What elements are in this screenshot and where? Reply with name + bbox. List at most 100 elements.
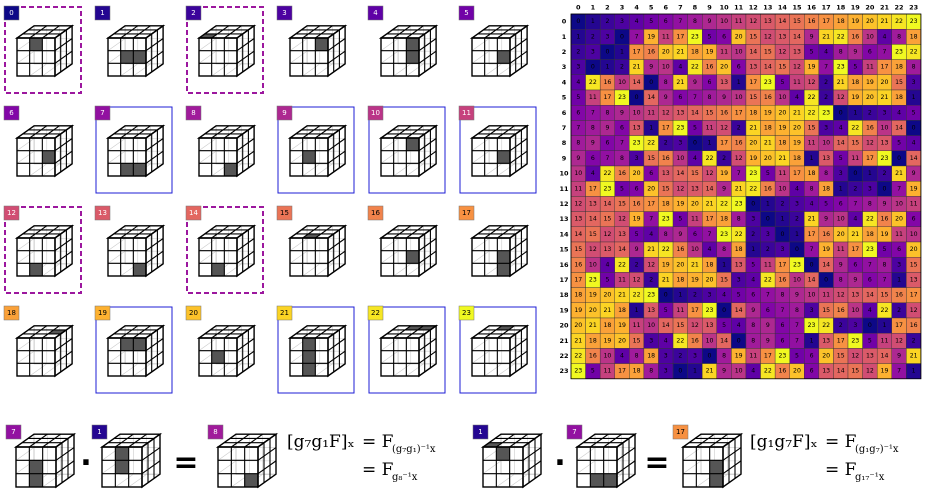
equation-cube-tile-3: 8 [207, 424, 279, 489]
table-cell: 16 [774, 272, 790, 288]
table-cell: 2 [789, 211, 805, 228]
table-cell: 5 [745, 257, 761, 273]
table-cell: 8 [804, 180, 820, 197]
table-cell: 8 [643, 363, 659, 380]
badge-22: 22 [367, 305, 384, 321]
blue-frame [368, 306, 446, 394]
cell-value: 15 [793, 18, 801, 25]
table-cell: 3 [876, 104, 892, 121]
cell-value: 20 [910, 246, 918, 253]
cell-value: 10 [633, 109, 641, 116]
cell-value: 16 [910, 322, 918, 329]
table-cell: 16 [862, 120, 878, 136]
cell-value: 3 [635, 155, 639, 162]
table-cell: 10 [906, 226, 922, 243]
badge-21: 21 [276, 305, 293, 321]
table-cell: 23 [672, 120, 688, 136]
cell-value: 13 [749, 64, 757, 71]
col-label: 12 [749, 4, 758, 12]
cell-value: 8 [737, 216, 741, 223]
table-cell: 2 [847, 180, 863, 197]
cell-value: 12 [618, 216, 626, 223]
table-cell: 9 [702, 13, 717, 30]
table-cell: 20 [702, 272, 717, 288]
cell-value: 6 [868, 277, 872, 284]
cell-value: 18 [691, 49, 699, 56]
cell-value: 9 [824, 216, 828, 223]
cell-value: 0 [824, 277, 828, 284]
cell-value: 19 [691, 277, 699, 284]
cube-1 [105, 24, 166, 78]
cube-tile-12: 12 [3, 205, 82, 294]
cell-value: 7 [795, 322, 799, 329]
equation-cube-1 [13, 432, 77, 489]
cell-value: 19 [618, 322, 626, 329]
table-cell: 5 [891, 135, 907, 152]
cell-value: 4 [620, 353, 624, 360]
cell-value: 3 [912, 79, 916, 86]
cell-value: 2 [824, 94, 828, 101]
cell-value: 18 [895, 64, 903, 71]
cube-tile-5: 5 [458, 5, 530, 78]
cell-value: 3 [664, 353, 668, 360]
cell-value: 0 [605, 49, 609, 56]
table-cell: 13 [672, 104, 688, 121]
cell-value: 11 [647, 109, 655, 116]
table-cell: 15 [847, 135, 863, 152]
cell-value: 8 [839, 277, 843, 284]
equation-left-rhs2: = F [362, 460, 394, 480]
badge-6-label: 6 [9, 109, 14, 117]
table-cell: 8 [629, 348, 645, 364]
cell-value: 15 [749, 33, 757, 40]
cube-13 [105, 224, 166, 278]
cell-value: 11 [778, 170, 786, 177]
cell-value: 21 [633, 64, 641, 71]
cell-value: 2 [722, 155, 726, 162]
cell-value: 22 [647, 140, 655, 147]
cell-value: 16 [691, 337, 699, 344]
purple-frame [4, 206, 82, 294]
table-cell: 13 [818, 363, 834, 380]
cell-value: 16 [662, 155, 670, 162]
table-cell: 5 [789, 348, 805, 364]
table-cell: 2 [833, 317, 849, 334]
cube-19 [105, 324, 166, 378]
cell-value: 2 [620, 64, 624, 71]
table-cell: 15 [906, 257, 922, 273]
table-cell: 7 [599, 150, 615, 167]
table-cell: 15 [643, 150, 659, 167]
table-cell: 0 [658, 287, 674, 304]
equation-badge-1: 7 [5, 424, 22, 440]
col-label: 19 [851, 4, 861, 12]
table-cell: 15 [658, 180, 674, 197]
table-cell: 11 [672, 302, 688, 319]
table-cell: 10 [804, 287, 820, 304]
cell-value: 7 [795, 337, 799, 344]
table-cell: 22 [672, 333, 688, 349]
table-cell: 17 [687, 302, 703, 319]
cell-value: 10 [881, 125, 889, 132]
table-cell: 0 [774, 226, 790, 243]
cell-value: 6 [708, 79, 712, 86]
table-cell: 13 [862, 348, 878, 364]
table-cell: 1 [672, 287, 688, 304]
cell-value: 1 [883, 322, 887, 329]
table-cell: 4 [847, 211, 863, 228]
table-cell: 6 [891, 241, 907, 258]
cell-value: 14 [633, 79, 641, 86]
cell-value: 14 [662, 322, 670, 329]
badge-5-label: 5 [464, 9, 468, 17]
table-cell: 8 [658, 226, 674, 243]
table-cell: 20 [876, 74, 892, 91]
table-cell: 22 [876, 302, 892, 319]
cell-value: 20 [589, 307, 597, 314]
table-cell: 14 [716, 333, 732, 349]
cell-value: 11 [618, 277, 626, 284]
table-cell: 4 [731, 317, 747, 334]
cell-value: 15 [808, 125, 816, 132]
cell-value: 17 [706, 216, 714, 223]
table-cell: 14 [672, 165, 688, 182]
table-cell: 8 [585, 120, 601, 136]
cell-value: 19 [647, 33, 655, 40]
table-cell: 10 [614, 74, 630, 91]
